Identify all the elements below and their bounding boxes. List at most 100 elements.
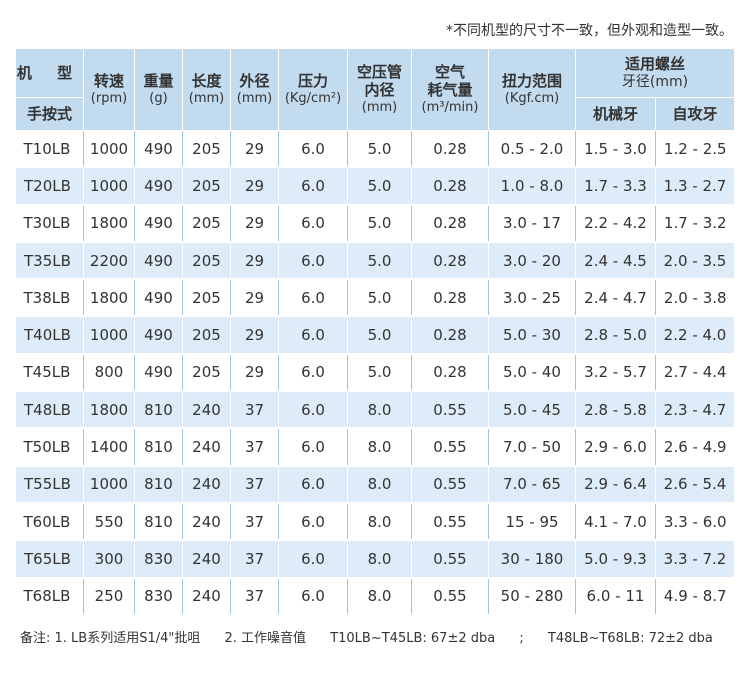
cell-length: 240 bbox=[182, 465, 231, 504]
cell-model: T60LB bbox=[15, 502, 84, 542]
cell-pressure: 6.0 bbox=[278, 577, 348, 616]
cell-speed: 250 bbox=[83, 577, 135, 616]
cell-torque-range: 50 - 280 bbox=[488, 577, 576, 616]
cell-air-consumption: 0.55 bbox=[411, 502, 489, 542]
remark-noise-large: T48LB~T68LB: 72±2 dba bbox=[547, 631, 713, 646]
cell-weight: 490 bbox=[134, 130, 183, 169]
table-row: T48LB 1800 810 240 37 6.0 8.0 0.55 5.0 - 45 2.8 -… bbox=[15, 390, 736, 430]
cell-machine-thread: 2.4 - 4.5 bbox=[575, 241, 656, 281]
cell-torque-range: 7.0 - 65 bbox=[488, 465, 576, 504]
cell-air-consumption: 0.28 bbox=[411, 278, 489, 318]
remark-noise: 2. 工作噪音值 bbox=[224, 631, 307, 646]
cell-torque-range: 15 - 95 bbox=[488, 502, 576, 542]
cell-hose-diameter: 5.0 bbox=[347, 278, 412, 318]
cell-pressure: 6.0 bbox=[278, 502, 348, 542]
cell-pressure: 6.0 bbox=[278, 204, 348, 243]
header-speed: 转速 (rpm) bbox=[83, 48, 135, 131]
table-row: T10LB 1000 490 205 29 6.0 5.0 0.28 0.5 - 2.0 1.5 … bbox=[15, 130, 735, 169]
header-thread: 适用螺丝 牙径(mm) bbox=[574, 48, 736, 98]
table-row: T35LB 2200 490 205 29 6.0 5.0 0.28 3.0 - 20 2.4 -… bbox=[15, 241, 736, 281]
cell-machine-thread: 2.8 - 5.0 bbox=[575, 315, 656, 355]
cell-self-tapping-thread: 2.7 - 4.4 bbox=[654, 353, 735, 393]
table-row: T55LB 1000 810 240 37 6.0 8.0 0.55 7.0 - 65 2.9 -… bbox=[15, 465, 736, 504]
cell-machine-thread: 1.5 - 3.0 bbox=[575, 130, 656, 169]
cell-torque-range: 5.0 - 30 bbox=[488, 315, 576, 355]
cell-speed: 1800 bbox=[83, 278, 135, 318]
cell-machine-thread: 4.1 - 7.0 bbox=[575, 502, 656, 542]
table-row: T38LB 1800 490 205 29 6.0 5.0 0.28 3.0 - 25 2.4 -… bbox=[15, 278, 735, 318]
remark-bit: 备注: 1. LB系列适用S1/4"批咀 bbox=[20, 631, 201, 646]
cell-speed: 300 bbox=[83, 539, 135, 579]
cell-pressure: 6.0 bbox=[278, 278, 348, 318]
cell-speed: 1000 bbox=[83, 166, 135, 206]
cell-speed: 1800 bbox=[83, 204, 135, 243]
cell-model: T40LB bbox=[15, 315, 84, 355]
cell-hose-diameter: 5.0 bbox=[347, 353, 412, 393]
cell-self-tapping-thread: 2.0 - 3.5 bbox=[654, 241, 736, 281]
table-row: T65LB 300 830 240 37 6.0 8.0 0.55 30 - 180 5.0 - … bbox=[15, 539, 736, 579]
header-hose: 空压管 内径 (mm) bbox=[347, 48, 412, 131]
cell-speed: 1000 bbox=[83, 465, 135, 504]
cell-diameter: 29 bbox=[230, 241, 279, 281]
cell-torque-range: 0.5 - 2.0 bbox=[488, 130, 576, 169]
cell-diameter: 29 bbox=[230, 315, 279, 355]
remark-separator: ; bbox=[519, 631, 524, 646]
cell-speed: 550 bbox=[83, 502, 135, 542]
cell-weight: 830 bbox=[134, 577, 183, 616]
cell-weight: 810 bbox=[134, 502, 183, 542]
cell-pressure: 6.0 bbox=[278, 130, 348, 169]
cell-pressure: 6.0 bbox=[278, 315, 348, 355]
spec-table: 机 型 转速 (rpm) 重量 (g) 长度 (mm) 外径 (mm) 压力 (Kg/cm… bbox=[15, 48, 736, 616]
cell-hose-diameter: 8.0 bbox=[347, 577, 412, 616]
cell-diameter: 29 bbox=[230, 278, 279, 318]
cell-length: 205 bbox=[182, 315, 231, 355]
cell-self-tapping-thread: 2.6 - 5.4 bbox=[654, 465, 736, 504]
header-length: 长度 (mm) bbox=[182, 48, 231, 131]
cell-weight: 490 bbox=[134, 204, 183, 243]
cell-air-consumption: 0.55 bbox=[411, 465, 489, 504]
cell-diameter: 29 bbox=[230, 353, 279, 393]
cell-air-consumption: 0.28 bbox=[411, 130, 489, 169]
header-pressure: 压力 (Kg/cm²) bbox=[278, 48, 348, 131]
cell-weight: 490 bbox=[134, 166, 183, 206]
header-machine-thread: 机械牙 bbox=[575, 97, 656, 131]
table-row: T50LB 1400 810 240 37 6.0 8.0 0.55 7.0 - 50 2.9 -… bbox=[15, 427, 735, 467]
cell-length: 240 bbox=[182, 577, 231, 616]
cell-air-consumption: 0.28 bbox=[411, 166, 489, 206]
cell-pressure: 6.0 bbox=[278, 166, 348, 206]
header-diameter: 外径 (mm) bbox=[230, 48, 279, 131]
cell-self-tapping-thread: 4.9 - 8.7 bbox=[654, 577, 735, 616]
table-row: T45LB 800 490 205 29 6.0 5.0 0.28 5.0 - 40 3.2 - … bbox=[15, 353, 735, 393]
cell-machine-thread: 1.7 - 3.3 bbox=[575, 166, 656, 206]
cell-air-consumption: 0.55 bbox=[411, 539, 489, 579]
cell-machine-thread: 5.0 - 9.3 bbox=[575, 539, 656, 579]
cell-speed: 1000 bbox=[83, 315, 135, 355]
cell-speed: 1800 bbox=[83, 390, 135, 430]
cell-length: 240 bbox=[182, 427, 231, 467]
cell-model: T68LB bbox=[15, 577, 84, 616]
cell-self-tapping-thread: 2.6 - 4.9 bbox=[654, 427, 735, 467]
cell-machine-thread: 2.9 - 6.0 bbox=[575, 427, 656, 467]
cell-hose-diameter: 5.0 bbox=[347, 241, 412, 281]
cell-length: 205 bbox=[182, 166, 231, 206]
cell-length: 240 bbox=[182, 390, 231, 430]
cell-pressure: 6.0 bbox=[278, 539, 348, 579]
cell-length: 240 bbox=[182, 539, 231, 579]
cell-model: T20LB bbox=[15, 166, 84, 206]
cell-torque-range: 3.0 - 17 bbox=[488, 204, 576, 243]
cell-machine-thread: 6.0 - 11 bbox=[575, 577, 656, 616]
cell-self-tapping-thread: 1.2 - 2.5 bbox=[654, 130, 735, 169]
cell-length: 205 bbox=[182, 353, 231, 393]
dimension-note: *不同机型的尺寸不一致，但外观和造型一致。 bbox=[446, 23, 733, 39]
cell-pressure: 6.0 bbox=[278, 465, 348, 504]
cell-diameter: 29 bbox=[230, 166, 279, 206]
cell-model: T48LB bbox=[15, 390, 84, 430]
cell-torque-range: 1.0 - 8.0 bbox=[488, 166, 576, 206]
cell-model: T65LB bbox=[15, 539, 84, 579]
cell-diameter: 29 bbox=[230, 130, 279, 169]
cell-air-consumption: 0.28 bbox=[411, 315, 489, 355]
cell-hose-diameter: 8.0 bbox=[347, 390, 412, 430]
cell-self-tapping-thread: 1.3 - 2.7 bbox=[654, 166, 736, 206]
cell-machine-thread: 2.4 - 4.7 bbox=[575, 278, 656, 318]
header-model-type: 手按式 bbox=[15, 97, 84, 131]
